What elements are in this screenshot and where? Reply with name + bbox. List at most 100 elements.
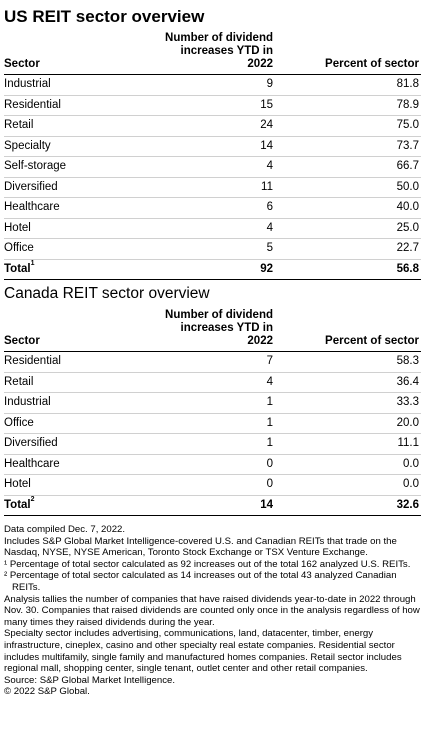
footnote-1-mark: ¹ bbox=[4, 558, 8, 570]
notes-section: Data compiled Dec. 7, 2022. Includes S&P… bbox=[4, 524, 421, 698]
us-total-row: Total1 92 56.8 bbox=[4, 258, 421, 280]
increases-cell: 6 bbox=[154, 197, 299, 219]
sector-cell: Retail bbox=[4, 115, 154, 137]
us-header-row: Sector Number of dividend increases YTD … bbox=[4, 32, 421, 75]
percent-cell: 66.7 bbox=[299, 156, 421, 178]
increases-cell: 7 bbox=[154, 351, 299, 373]
increases-cell: 1 bbox=[154, 433, 299, 455]
footnote-mark: 2 bbox=[30, 495, 35, 503]
percent-cell: 78.9 bbox=[299, 95, 421, 116]
table-row: Hotel 0 0.0 bbox=[4, 474, 421, 496]
sector-cell: Diversified bbox=[4, 433, 154, 455]
total-label-cell: Total1 bbox=[4, 258, 154, 280]
sector-cell: Industrial bbox=[4, 392, 154, 414]
table-row: Retail 24 75.0 bbox=[4, 115, 421, 137]
increases-cell: 5 bbox=[154, 238, 299, 260]
table-row: Healthcare 0 0.0 bbox=[4, 454, 421, 475]
table-row: Healthcare 6 40.0 bbox=[4, 197, 421, 219]
percent-cell: 36.4 bbox=[299, 372, 421, 393]
footnote-1: ¹ Percentage of total sector calculated … bbox=[4, 559, 421, 571]
canada-header-sector: Sector bbox=[4, 335, 40, 347]
sector-cell: Hotel bbox=[4, 218, 154, 239]
percent-cell: 75.0 bbox=[299, 115, 421, 137]
us-table-title: US REIT sector overview bbox=[4, 7, 205, 26]
canada-total-row: Total2 14 32.6 bbox=[4, 494, 421, 516]
note-source: Source: S&P Global Market Intelligence. bbox=[4, 674, 176, 686]
percent-cell: 0.0 bbox=[299, 454, 421, 475]
sector-cell: Retail bbox=[4, 372, 154, 393]
percent-cell: 0.0 bbox=[299, 474, 421, 496]
total-increases-cell: 14 bbox=[154, 494, 299, 516]
table-row: Specialty 14 73.7 bbox=[4, 136, 421, 157]
increases-cell: 15 bbox=[154, 95, 299, 116]
sector-cell: Specialty bbox=[4, 136, 154, 157]
sector-cell: Hotel bbox=[4, 474, 154, 496]
sector-cell: Healthcare bbox=[4, 197, 154, 219]
table-row: Residential 15 78.9 bbox=[4, 95, 421, 116]
table-row: Industrial 1 33.3 bbox=[4, 392, 421, 414]
percent-cell: 22.7 bbox=[299, 238, 421, 260]
sector-cell: Healthcare bbox=[4, 454, 154, 475]
table-row: Residential 7 58.3 bbox=[4, 351, 421, 373]
increases-cell: 4 bbox=[154, 218, 299, 239]
footnote-2-text: Percentage of total sector calculated as… bbox=[9, 570, 397, 593]
percent-cell: 73.7 bbox=[299, 136, 421, 157]
percent-cell: 25.0 bbox=[299, 218, 421, 239]
note-includes: Includes S&P Global Market Intelligence-… bbox=[4, 535, 397, 559]
sector-cell: Diversified bbox=[4, 177, 154, 198]
percent-cell: 33.3 bbox=[299, 392, 421, 414]
total-label-cell: Total2 bbox=[4, 494, 154, 516]
total-percent-cell: 56.8 bbox=[299, 258, 421, 280]
footnote-1-text: Percentage of total sector calculated as… bbox=[9, 558, 411, 570]
total-label: Total bbox=[4, 498, 31, 511]
canada-header-increases: Number of dividend increases YTD in 2022 bbox=[165, 309, 273, 347]
increases-cell: 1 bbox=[154, 392, 299, 414]
canada-header-row: Sector Number of dividend increases YTD … bbox=[4, 309, 421, 352]
footnote-mark: 1 bbox=[30, 259, 35, 267]
table-row: Office 1 20.0 bbox=[4, 413, 421, 434]
percent-cell: 81.8 bbox=[299, 74, 421, 96]
percent-cell: 40.0 bbox=[299, 197, 421, 219]
table-row: Hotel 4 25.0 bbox=[4, 218, 421, 239]
canada-table-title: Canada REIT sector overview bbox=[4, 285, 210, 302]
increases-cell: 4 bbox=[154, 372, 299, 393]
total-label: Total bbox=[4, 262, 31, 275]
table-row: Retail 4 36.4 bbox=[4, 372, 421, 393]
note-analysis: Analysis tallies the number of companies… bbox=[4, 593, 420, 628]
canada-reit-table: Sector Number of dividend increases YTD … bbox=[4, 309, 421, 516]
note-specialty: Specialty sector includes advertising, c… bbox=[4, 628, 402, 675]
increases-cell: 14 bbox=[154, 136, 299, 157]
us-header-sector: Sector bbox=[4, 58, 40, 70]
percent-cell: 11.1 bbox=[299, 433, 421, 455]
canada-header-percent: Percent of sector bbox=[325, 335, 419, 347]
increases-cell: 0 bbox=[154, 474, 299, 496]
note-compiled: Data compiled Dec. 7, 2022. bbox=[4, 524, 126, 535]
table-row: Office 5 22.7 bbox=[4, 238, 421, 260]
document: US REIT sector overview Sector Number of… bbox=[4, 7, 421, 698]
percent-cell: 20.0 bbox=[299, 413, 421, 434]
percent-cell: 50.0 bbox=[299, 177, 421, 198]
sector-cell: Self-storage bbox=[4, 156, 154, 178]
total-increases-cell: 92 bbox=[154, 258, 299, 280]
sector-cell: Office bbox=[4, 238, 154, 260]
us-header-percent: Percent of sector bbox=[325, 58, 419, 70]
table-row: Industrial 9 81.8 bbox=[4, 74, 421, 96]
increases-cell: 11 bbox=[154, 177, 299, 198]
sector-cell: Office bbox=[4, 413, 154, 434]
percent-cell: 58.3 bbox=[299, 351, 421, 373]
footnote-2-mark: ² bbox=[4, 570, 8, 582]
increases-cell: 4 bbox=[154, 156, 299, 178]
increases-cell: 0 bbox=[154, 454, 299, 475]
us-reit-table: Sector Number of dividend increases YTD … bbox=[4, 32, 421, 280]
table-row: Diversified 1 11.1 bbox=[4, 433, 421, 455]
increases-cell: 9 bbox=[154, 74, 299, 96]
table-row: Self-storage 4 66.7 bbox=[4, 156, 421, 178]
note-copyright: © 2022 S&P Global. bbox=[4, 686, 90, 698]
increases-cell: 1 bbox=[154, 413, 299, 434]
sector-cell: Residential bbox=[4, 95, 154, 116]
footnote-2: ² Percentage of total sector calculated … bbox=[4, 570, 421, 593]
total-percent-cell: 32.6 bbox=[299, 494, 421, 516]
increases-cell: 24 bbox=[154, 115, 299, 137]
sector-cell: Industrial bbox=[4, 74, 154, 96]
table-row: Diversified 11 50.0 bbox=[4, 177, 421, 198]
